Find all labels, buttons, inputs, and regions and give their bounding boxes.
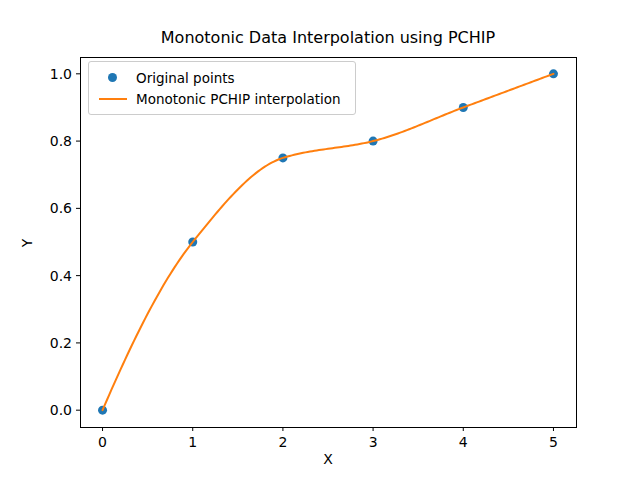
y-tick-label: 0.4 — [50, 268, 72, 284]
legend-label: Original points — [136, 70, 235, 86]
y-tick-label: 0.0 — [50, 402, 72, 418]
legend-label: Monotonic PCHIP interpolation — [136, 91, 341, 107]
pchip-curve — [103, 74, 554, 410]
x-tick-label: 4 — [459, 434, 468, 450]
line-sample-icon — [99, 98, 127, 100]
legend-entry-pchip-line: Monotonic PCHIP interpolation — [89, 88, 346, 109]
x-tick-label: 1 — [188, 434, 197, 450]
y-tick-label: 0.8 — [50, 133, 72, 149]
y-tick-label: 0.6 — [50, 200, 72, 216]
x-tick-label: 0 — [98, 434, 107, 450]
x-tick-label: 5 — [549, 434, 558, 450]
legend: Original points Monotonic PCHIP interpol… — [88, 61, 356, 115]
x-tick-label: 3 — [369, 434, 378, 450]
legend-entry-original-points: Original points — [89, 67, 346, 88]
legend-key — [89, 98, 136, 100]
figure: Monotonic Data Interpolation using PCHIP… — [0, 0, 640, 480]
x-tick-label: 2 — [278, 434, 287, 450]
y-axis-label: Y — [19, 43, 35, 443]
y-tick-label: 1.0 — [50, 66, 72, 82]
x-axis-label: X — [80, 451, 576, 467]
y-tick-label: 0.2 — [50, 335, 72, 351]
scatter-marker-icon — [108, 73, 117, 82]
legend-key — [89, 73, 136, 82]
